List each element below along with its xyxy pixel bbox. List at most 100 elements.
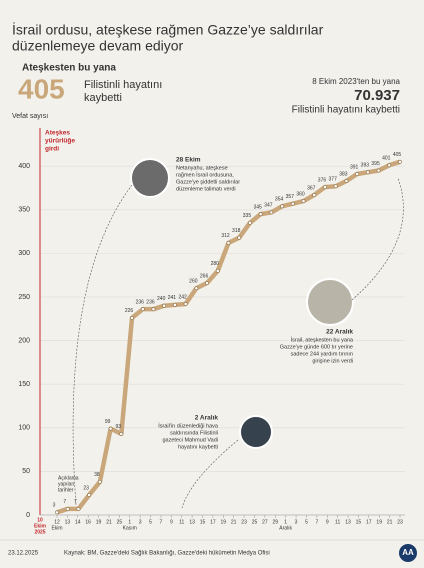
annotation-text: hayatını kaybetti (178, 444, 218, 450)
photo (306, 278, 354, 326)
x-tick-label: 29 (272, 519, 278, 525)
value-label: 38 (94, 472, 100, 478)
annotation-text: Netanyahu, ateşkese (176, 165, 228, 171)
point (140, 307, 145, 312)
point (194, 286, 199, 291)
value-label: 345 (253, 204, 262, 210)
x-tick-label: 9 (326, 519, 329, 525)
point (65, 506, 70, 511)
photo (130, 158, 170, 198)
title: İsrail ordusu, ateşkese rağmen Gazze’ye … (12, 21, 324, 38)
y-tick-label: 300 (18, 250, 30, 257)
point (312, 193, 317, 197)
value-label: 360 (296, 191, 305, 197)
y-tick-label: 150 (18, 381, 30, 388)
value-label: 318 (232, 228, 241, 234)
point (205, 281, 209, 285)
point (173, 302, 177, 307)
x-tick-label: 13 (65, 519, 71, 525)
arrow (351, 177, 404, 301)
point (215, 268, 220, 273)
x-tick-label: 1 (128, 519, 131, 525)
x-tick-label: 5 (305, 519, 308, 525)
ceasefire-label: girdi (45, 146, 59, 153)
logo: AA (402, 548, 414, 557)
x-tick-label: 12 (54, 519, 60, 525)
value-label: 401 (382, 156, 391, 162)
logo-bg (399, 544, 417, 562)
value-label: 7 (63, 499, 66, 505)
start-label: 2025 (34, 529, 45, 535)
point (290, 201, 295, 206)
right-label: 8 Ekim 2023'ten bu yana (312, 77, 400, 86)
annotation-title: 28 Ekim (176, 157, 201, 164)
value-label: 393 (361, 163, 370, 169)
x-tick-label: 11 (179, 519, 184, 525)
x-tick-label: 27 (262, 519, 268, 525)
left-text: Filistinli hayatını (84, 79, 162, 91)
value-label: 376 (318, 177, 327, 183)
value-label: 7 (74, 499, 77, 505)
x-tick-label: 1 (284, 519, 287, 525)
point (355, 172, 360, 176)
value-label: 226 (125, 308, 134, 314)
x-tick-label: 16 (85, 519, 91, 525)
x-tick-label: 19 (221, 519, 227, 525)
left-text: kaybetti (84, 92, 122, 104)
x-tick-label: 14 (75, 519, 81, 525)
x-tick-label: 25 (117, 519, 123, 525)
point (248, 220, 252, 225)
footer-date: 23.12.2025 (8, 551, 39, 557)
value-label: 99 (105, 419, 111, 425)
value-label: 405 (393, 152, 402, 158)
point (162, 303, 167, 308)
y-tick-label: 350 (18, 207, 30, 214)
x-tick-label: 11 (335, 519, 340, 525)
value-label: 395 (371, 161, 380, 167)
value-label: 335 (243, 213, 252, 219)
value-label: 357 (286, 194, 295, 200)
x-tick-label: 15 (356, 519, 362, 525)
value-label: 312 (221, 233, 230, 239)
annotation-title: 22 Aralık (326, 329, 353, 336)
ceasefire-label: yürürlüğe (45, 138, 75, 145)
y-tick-label: 250 (18, 294, 30, 301)
right-text: Filistinli hayatını kaybetti (292, 105, 400, 116)
x-tick-label: 17 (210, 519, 216, 525)
annotation-text: İsrail, ateşkesten bu yana (291, 336, 354, 343)
point (258, 212, 263, 217)
point (365, 170, 370, 175)
value-label: 260 (189, 279, 198, 285)
y-tick-label: 100 (18, 425, 30, 432)
point (226, 241, 231, 245)
point (344, 179, 349, 183)
annotation-text: düzenleme talimatı verdi (176, 186, 236, 192)
ceasefire-label: Ateşkes (45, 130, 70, 137)
point (97, 479, 102, 484)
value-label: 367 (307, 185, 316, 191)
point (130, 316, 134, 320)
annotation-text: rağmen İsrail ordusuna, (176, 171, 234, 178)
arrow (181, 439, 239, 509)
point (301, 199, 306, 203)
point (87, 493, 92, 497)
annotation-text: Gazze'ye günde 600 tır yerine (280, 344, 353, 350)
annotation-title: 2 Aralık (195, 415, 219, 422)
value-label: 242 (178, 294, 187, 300)
value-label: 354 (275, 197, 284, 203)
right-number: 70.937 (354, 87, 400, 104)
month-label: Aralık (279, 525, 292, 531)
x-tick-label: 5 (149, 519, 152, 525)
annotation-text: İsrail'in düzenlediği hava (158, 422, 219, 429)
start-label: 10 (37, 517, 43, 523)
point (269, 210, 274, 215)
value-label: 266 (200, 273, 209, 279)
note-label: yapılan (58, 481, 74, 487)
note-label: tarihler (58, 487, 74, 493)
y-tick-label: 200 (18, 337, 30, 344)
y-tick-label: 0 (26, 512, 30, 519)
value-label: 236 (146, 300, 155, 306)
x-tick-label: 21 (231, 519, 237, 525)
